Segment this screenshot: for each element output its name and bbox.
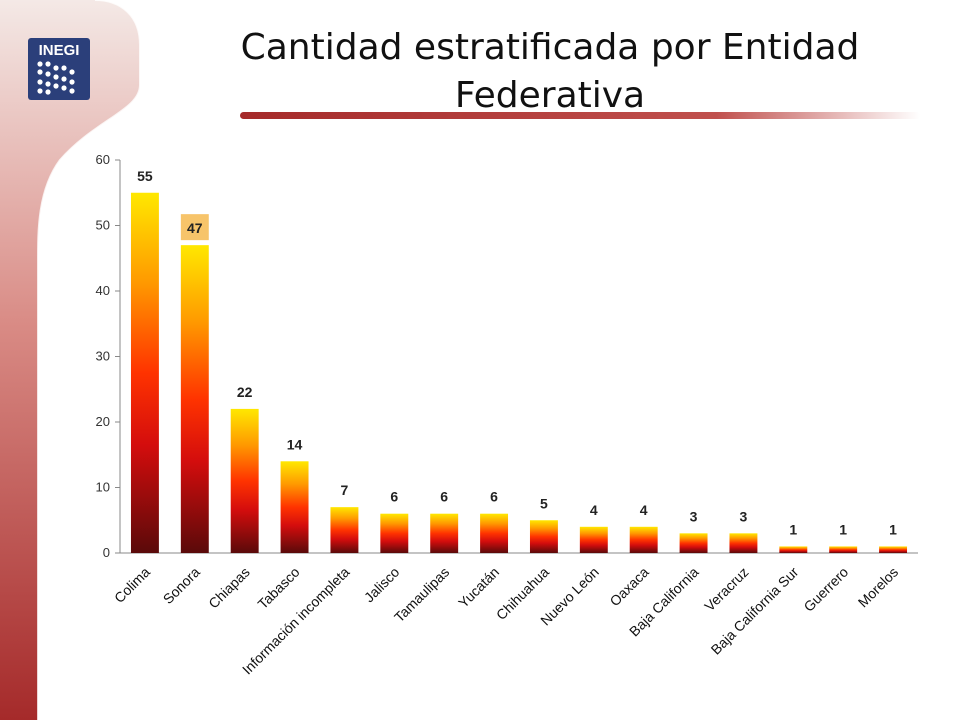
data-label: 7 (341, 482, 349, 498)
category-label: Tabasco (254, 564, 302, 612)
data-label: 1 (889, 521, 897, 537)
data-label: 47 (187, 220, 203, 236)
y-tick-label: 30 (96, 349, 110, 364)
category-label: Yucatán (455, 564, 502, 611)
category-label: Veracruz (701, 564, 751, 614)
data-label: 3 (690, 508, 698, 524)
category-label: Chiapas (205, 564, 253, 612)
bar (629, 526, 658, 553)
data-label: 1 (789, 521, 797, 537)
bar (579, 526, 608, 553)
y-tick-label: 50 (96, 218, 110, 233)
data-label: 4 (590, 502, 598, 518)
bar (779, 546, 808, 553)
bar (130, 192, 159, 553)
bar (829, 546, 858, 553)
data-label: 1 (839, 521, 847, 537)
data-labels: 55 47 22 14 7 6 6 6 5 4 4 3 3 1 1 1 (137, 168, 897, 538)
y-axis-ticks: 0 10 20 30 40 50 60 (96, 152, 120, 560)
bar (430, 513, 459, 553)
bar (230, 408, 259, 553)
bar (380, 513, 409, 553)
y-tick-label: 0 (103, 545, 110, 560)
data-label-highlight (180, 214, 209, 241)
page-title: Cantidad estratificada por Entidad Feder… (240, 27, 860, 116)
category-label: Morelos (855, 564, 902, 611)
category-label: Guerrero (800, 564, 851, 615)
logo-text: INEGI (38, 42, 80, 59)
category-label: Jalisco (361, 564, 403, 606)
data-label: 6 (490, 489, 498, 505)
y-tick-label: 60 (96, 152, 110, 167)
data-label: 6 (390, 489, 398, 505)
bar (729, 533, 758, 553)
y-tick-label: 10 (96, 480, 110, 495)
bar (330, 507, 359, 553)
data-label: 3 (740, 508, 748, 524)
category-label: Oaxaca (606, 564, 652, 610)
data-label: 6 (440, 489, 448, 505)
title-underline (240, 112, 920, 119)
bar (480, 513, 509, 553)
bar (280, 461, 309, 553)
logo-dots-icon (37, 61, 75, 95)
data-label: 55 (137, 168, 153, 184)
category-label: Colima (111, 564, 153, 606)
category-label: Sonora (160, 564, 203, 607)
inegi-logo: INEGI (28, 38, 90, 100)
bars (130, 192, 908, 553)
y-tick-label: 20 (96, 414, 110, 429)
bar (180, 245, 209, 553)
data-label: 22 (237, 384, 253, 400)
category-label: Baja California Sur (708, 564, 802, 658)
bar (679, 533, 708, 553)
data-label: 14 (287, 436, 303, 452)
y-tick-label: 40 (96, 283, 110, 298)
bar (879, 546, 908, 553)
bar (529, 520, 558, 553)
data-label: 4 (640, 502, 648, 518)
data-label: 5 (540, 495, 548, 511)
